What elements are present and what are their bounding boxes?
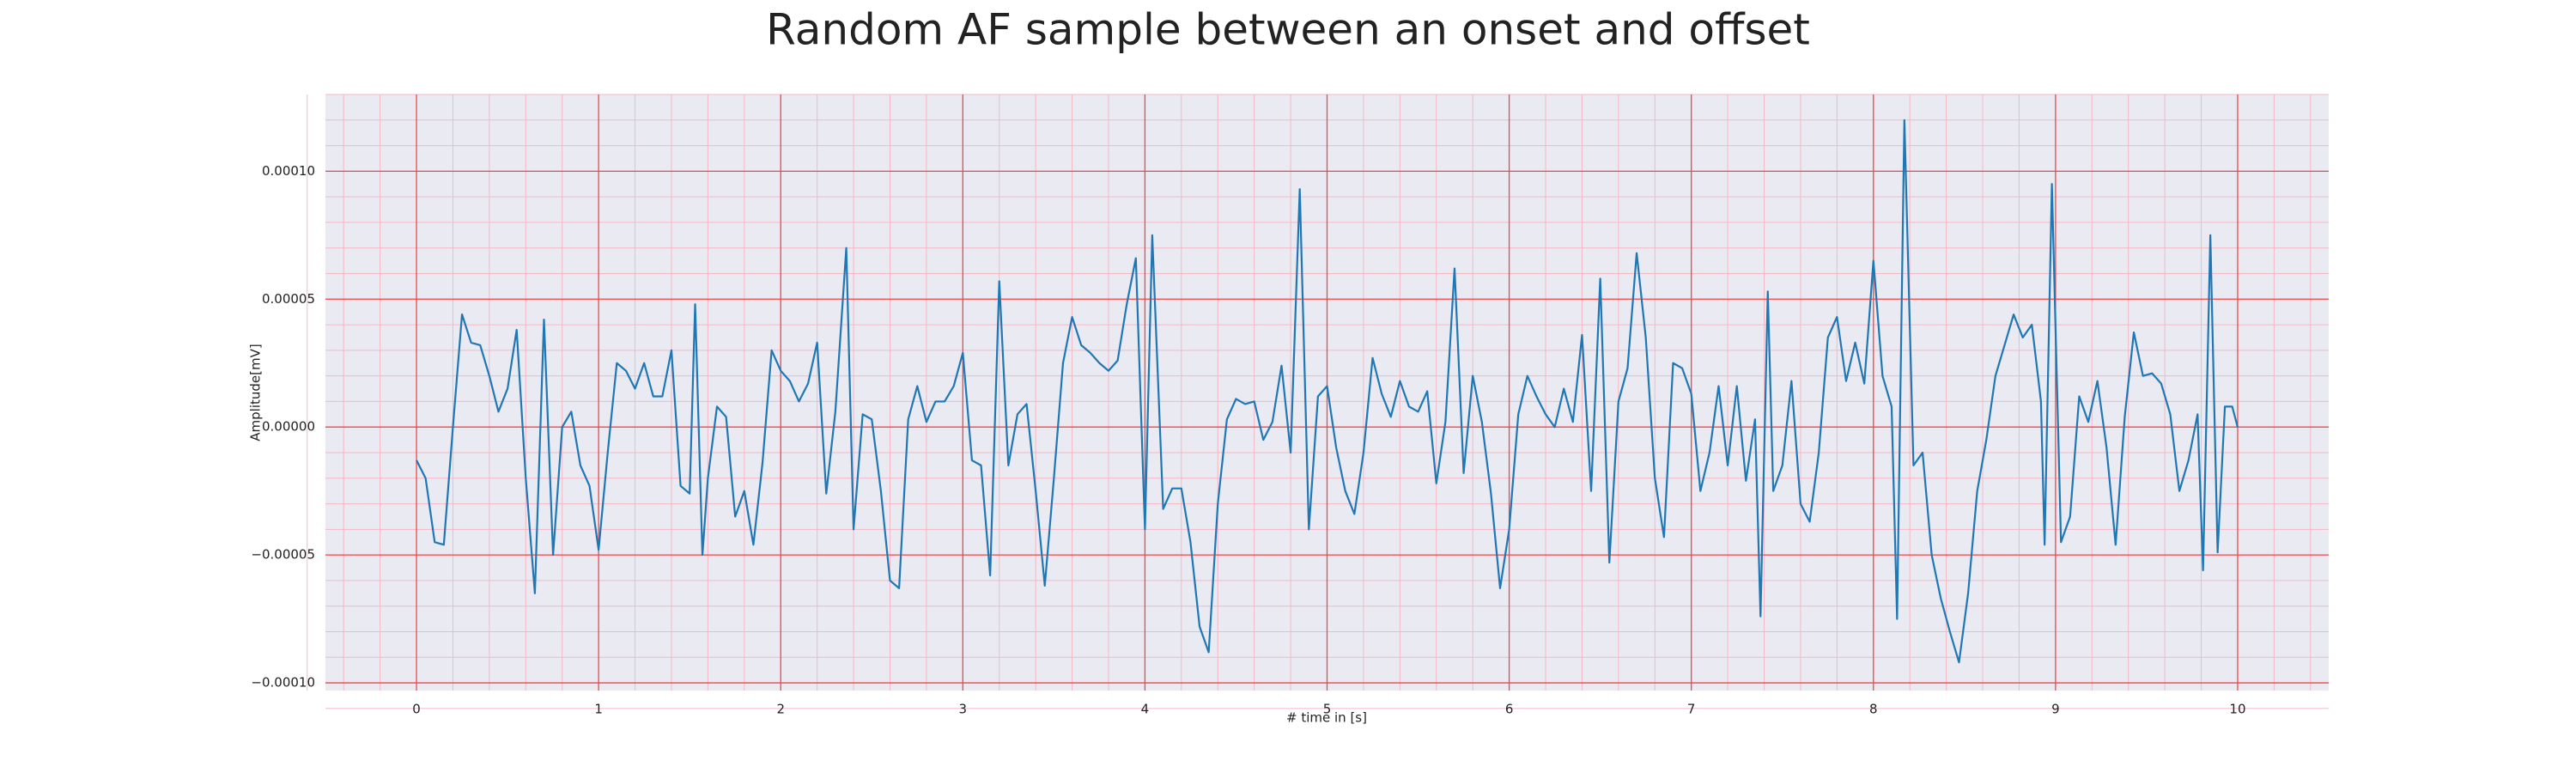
chart-title: Random AF sample between an onset and of… (766, 5, 1810, 55)
x-tick-label: 0 (412, 702, 421, 717)
y-tick-label: 0.00010 (262, 163, 315, 179)
x-tick-label: 7 (1687, 702, 1696, 717)
y-axis-label: Amplitude[mV] (248, 344, 264, 441)
x-tick-label: 4 (1141, 702, 1150, 717)
x-axis-label: # time in [s] (1286, 710, 1367, 726)
x-tick-label: 6 (1505, 702, 1514, 717)
signal-line (416, 119, 2239, 664)
x-tick-label: 10 (2229, 702, 2245, 717)
x-tick-label: 2 (776, 702, 785, 717)
grid (307, 94, 2329, 709)
x-tick-label: 5 (1323, 702, 1332, 717)
x-tick-label: 3 (959, 702, 968, 717)
y-tick-label: −0.00010 (251, 675, 315, 691)
x-tick-label: 1 (594, 702, 603, 717)
y-tick-label: 0.00000 (262, 419, 315, 435)
marks (416, 119, 2239, 664)
x-tick-label: 9 (2051, 702, 2060, 717)
y-tick-label: 0.00005 (262, 291, 315, 307)
x-tick-label: 8 (1869, 702, 1878, 717)
y-tick-label: −0.00005 (251, 547, 315, 563)
